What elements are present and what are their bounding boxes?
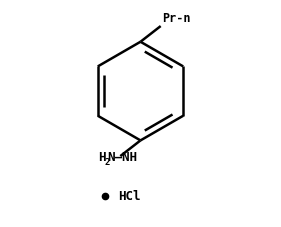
Text: H: H	[98, 151, 105, 164]
Text: N–NH: N–NH	[107, 151, 137, 164]
Text: Pr-n: Pr-n	[162, 12, 190, 25]
Text: 2: 2	[104, 158, 110, 167]
Text: HCl: HCl	[118, 190, 140, 203]
